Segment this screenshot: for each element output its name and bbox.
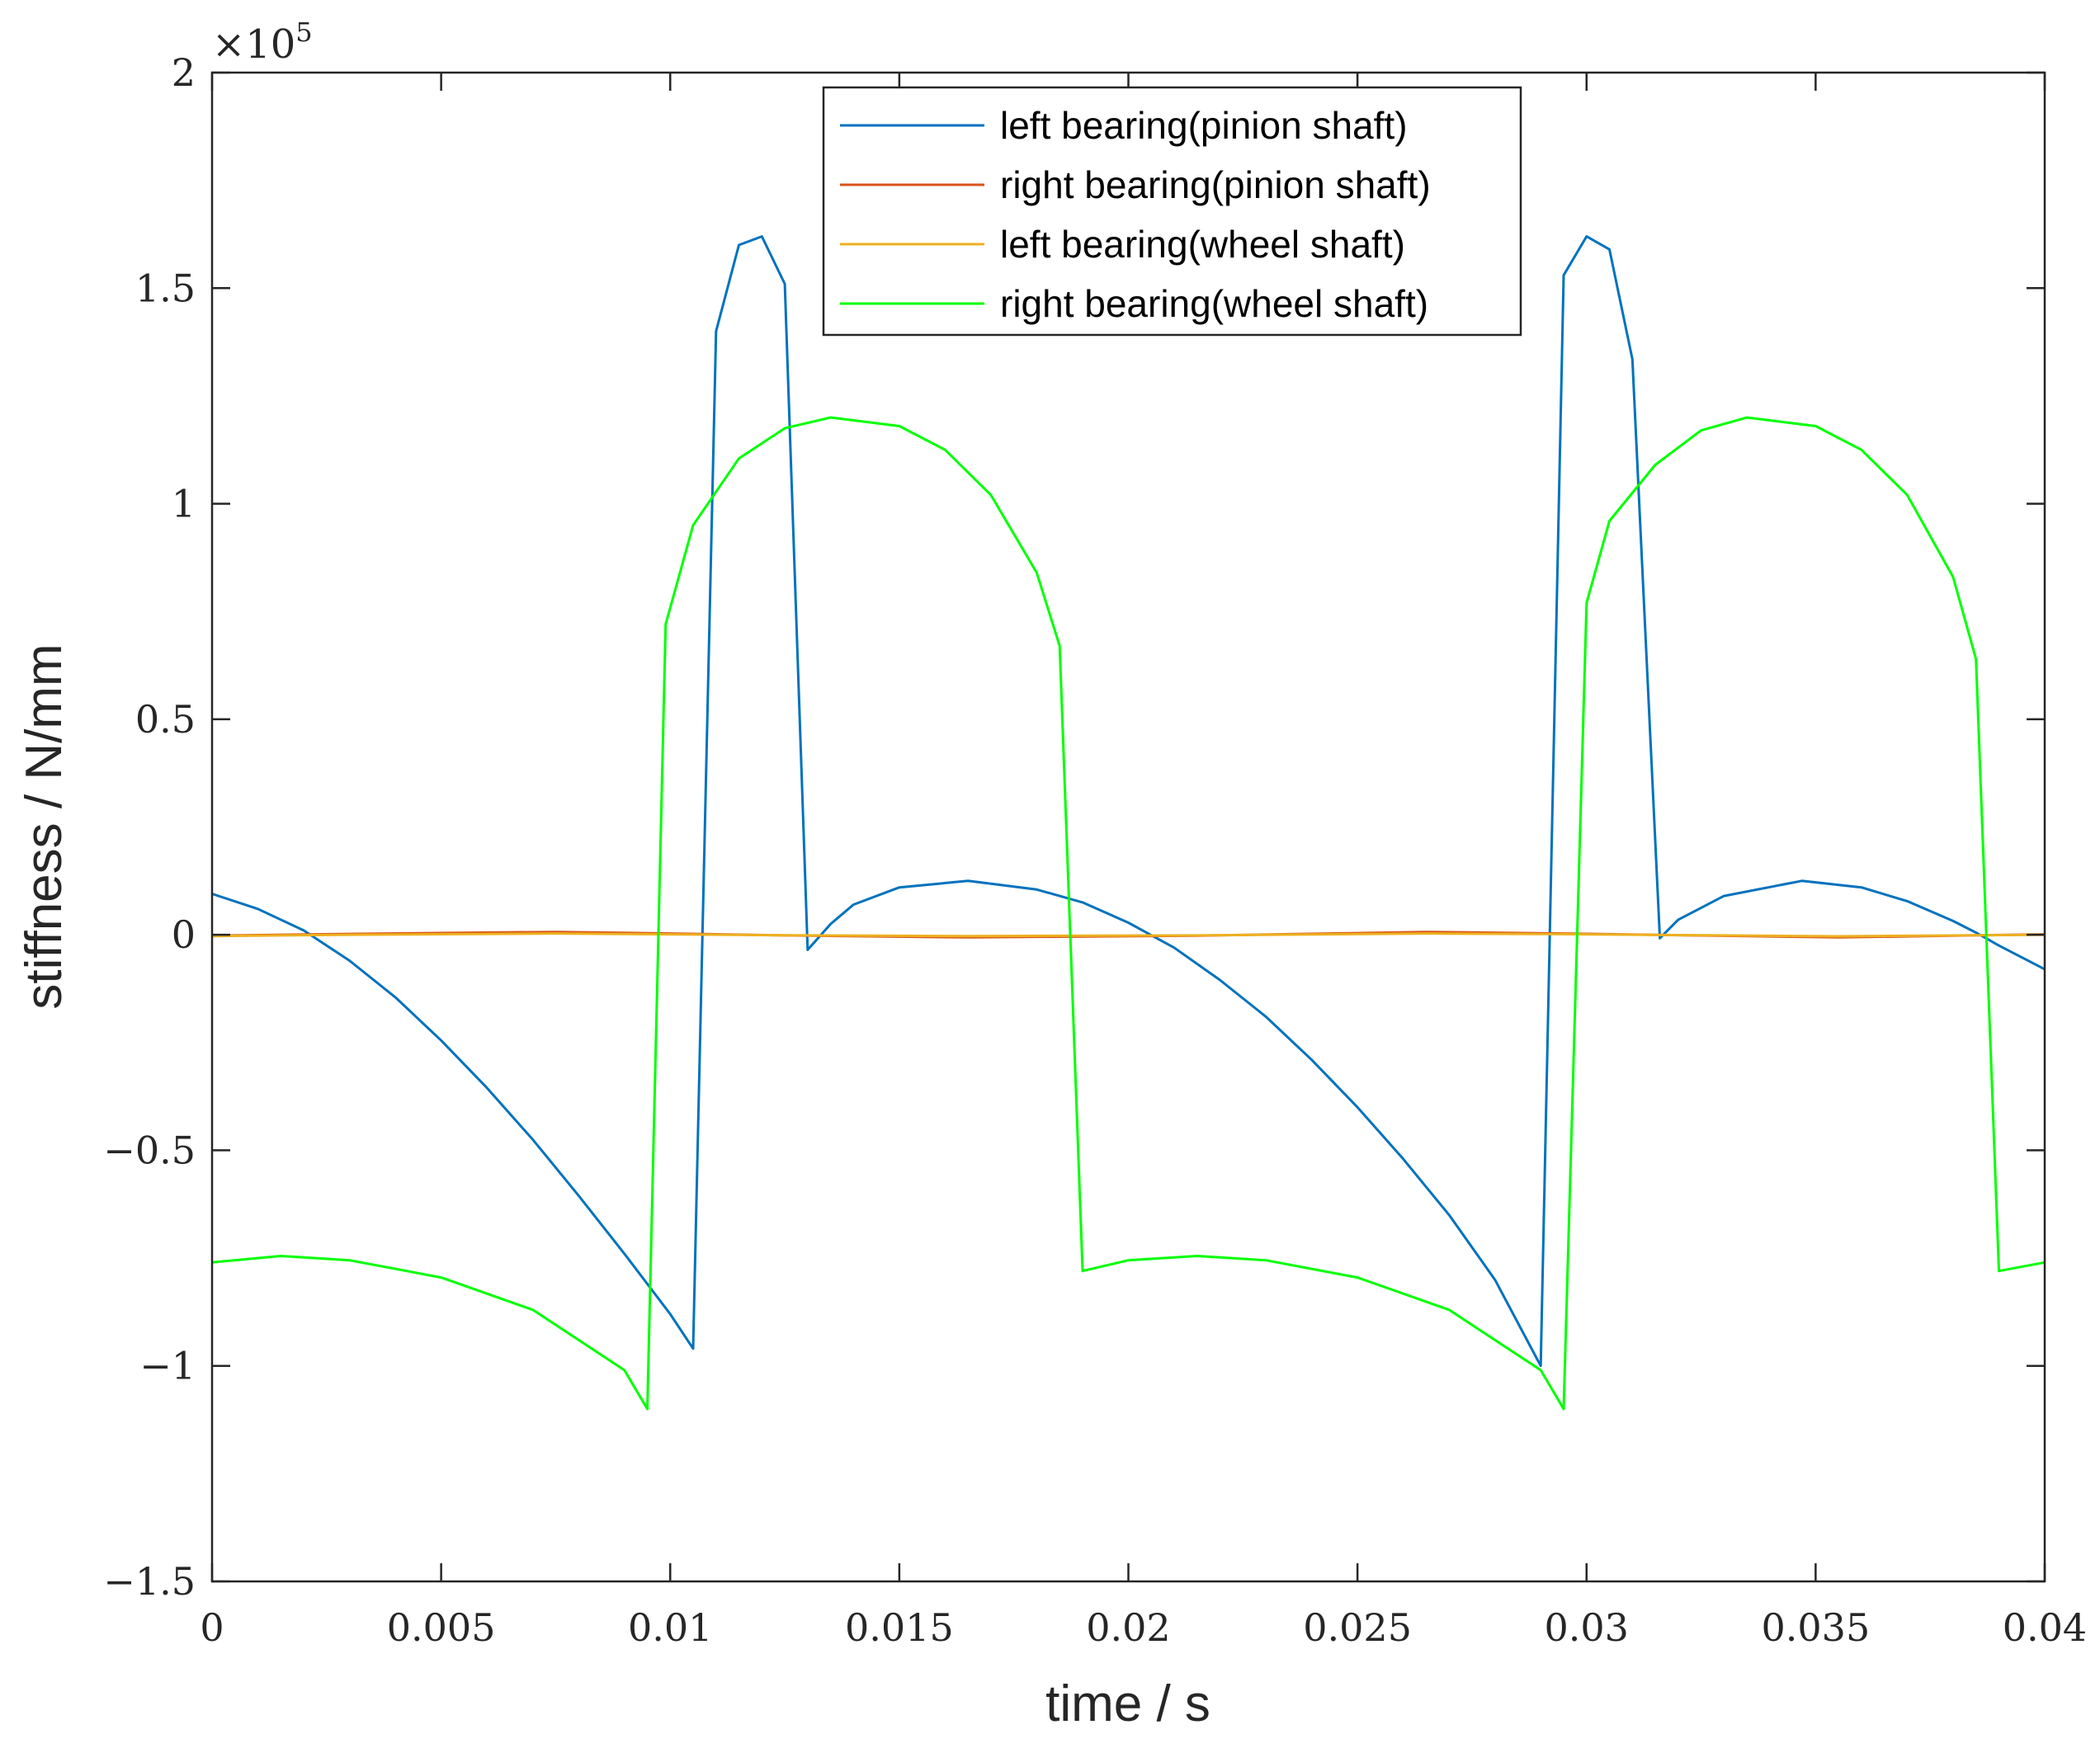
y-tick-label: −0.5: [103, 1128, 196, 1172]
x-tick-label: 0.04: [2003, 1605, 2087, 1650]
series-layer: [211, 235, 2046, 1411]
y-tick-label: 0.5: [135, 697, 196, 742]
x-tick-label: 0.005: [387, 1605, 496, 1650]
x-tick-label: 0.015: [845, 1605, 954, 1650]
y-tick-label: −1.5: [103, 1559, 196, 1604]
y-tick-label: −1: [139, 1344, 196, 1388]
legend-label-3: left bearing(wheel shaft): [1000, 223, 1405, 266]
series-line-3: [211, 932, 2046, 938]
y-tick-label: 1: [172, 482, 196, 526]
x-axis-label: time / s: [1045, 1675, 1210, 1732]
y-exponent: ×105: [212, 16, 313, 68]
y-axis-label: stiffness / N/mm: [16, 643, 73, 1009]
x-axis-ticks: 0 0.005 0.01 0.015 0.02 0.025 0.03 0.035 0.04: [200, 73, 2087, 1650]
x-tick-label: 0.025: [1303, 1605, 1412, 1650]
x-tick-label: 0.01: [628, 1605, 712, 1650]
legend-label-2: right bearing(pinion shaft): [1000, 163, 1431, 206]
x-tick-label: 0: [200, 1605, 224, 1650]
x-tick-label: 0.02: [1086, 1605, 1170, 1650]
y-axis-ticks: −1.5 −1 −0.5 0 0.5 1 1.5 2: [103, 50, 2045, 1604]
series-line-4: [211, 416, 2046, 1411]
y-tick-label: 1.5: [135, 266, 196, 310]
legend: left bearing(pinion shaft) right bearing(…: [822, 86, 1522, 337]
legend-box: [822, 86, 1522, 337]
y-tick-label: 0: [172, 912, 196, 957]
series-line-1: [211, 235, 2046, 1368]
x-tick-label: 0.03: [1545, 1605, 1629, 1650]
legend-label-1: left bearing(pinion shaft): [1000, 104, 1408, 147]
y-tick-label: 2: [172, 50, 196, 95]
x-tick-label: 0.035: [1762, 1605, 1871, 1650]
legend-label-4: right bearing(wheel shaft): [1000, 282, 1428, 325]
legend-items: left bearing(pinion shaft) right bearing(…: [840, 104, 1431, 325]
